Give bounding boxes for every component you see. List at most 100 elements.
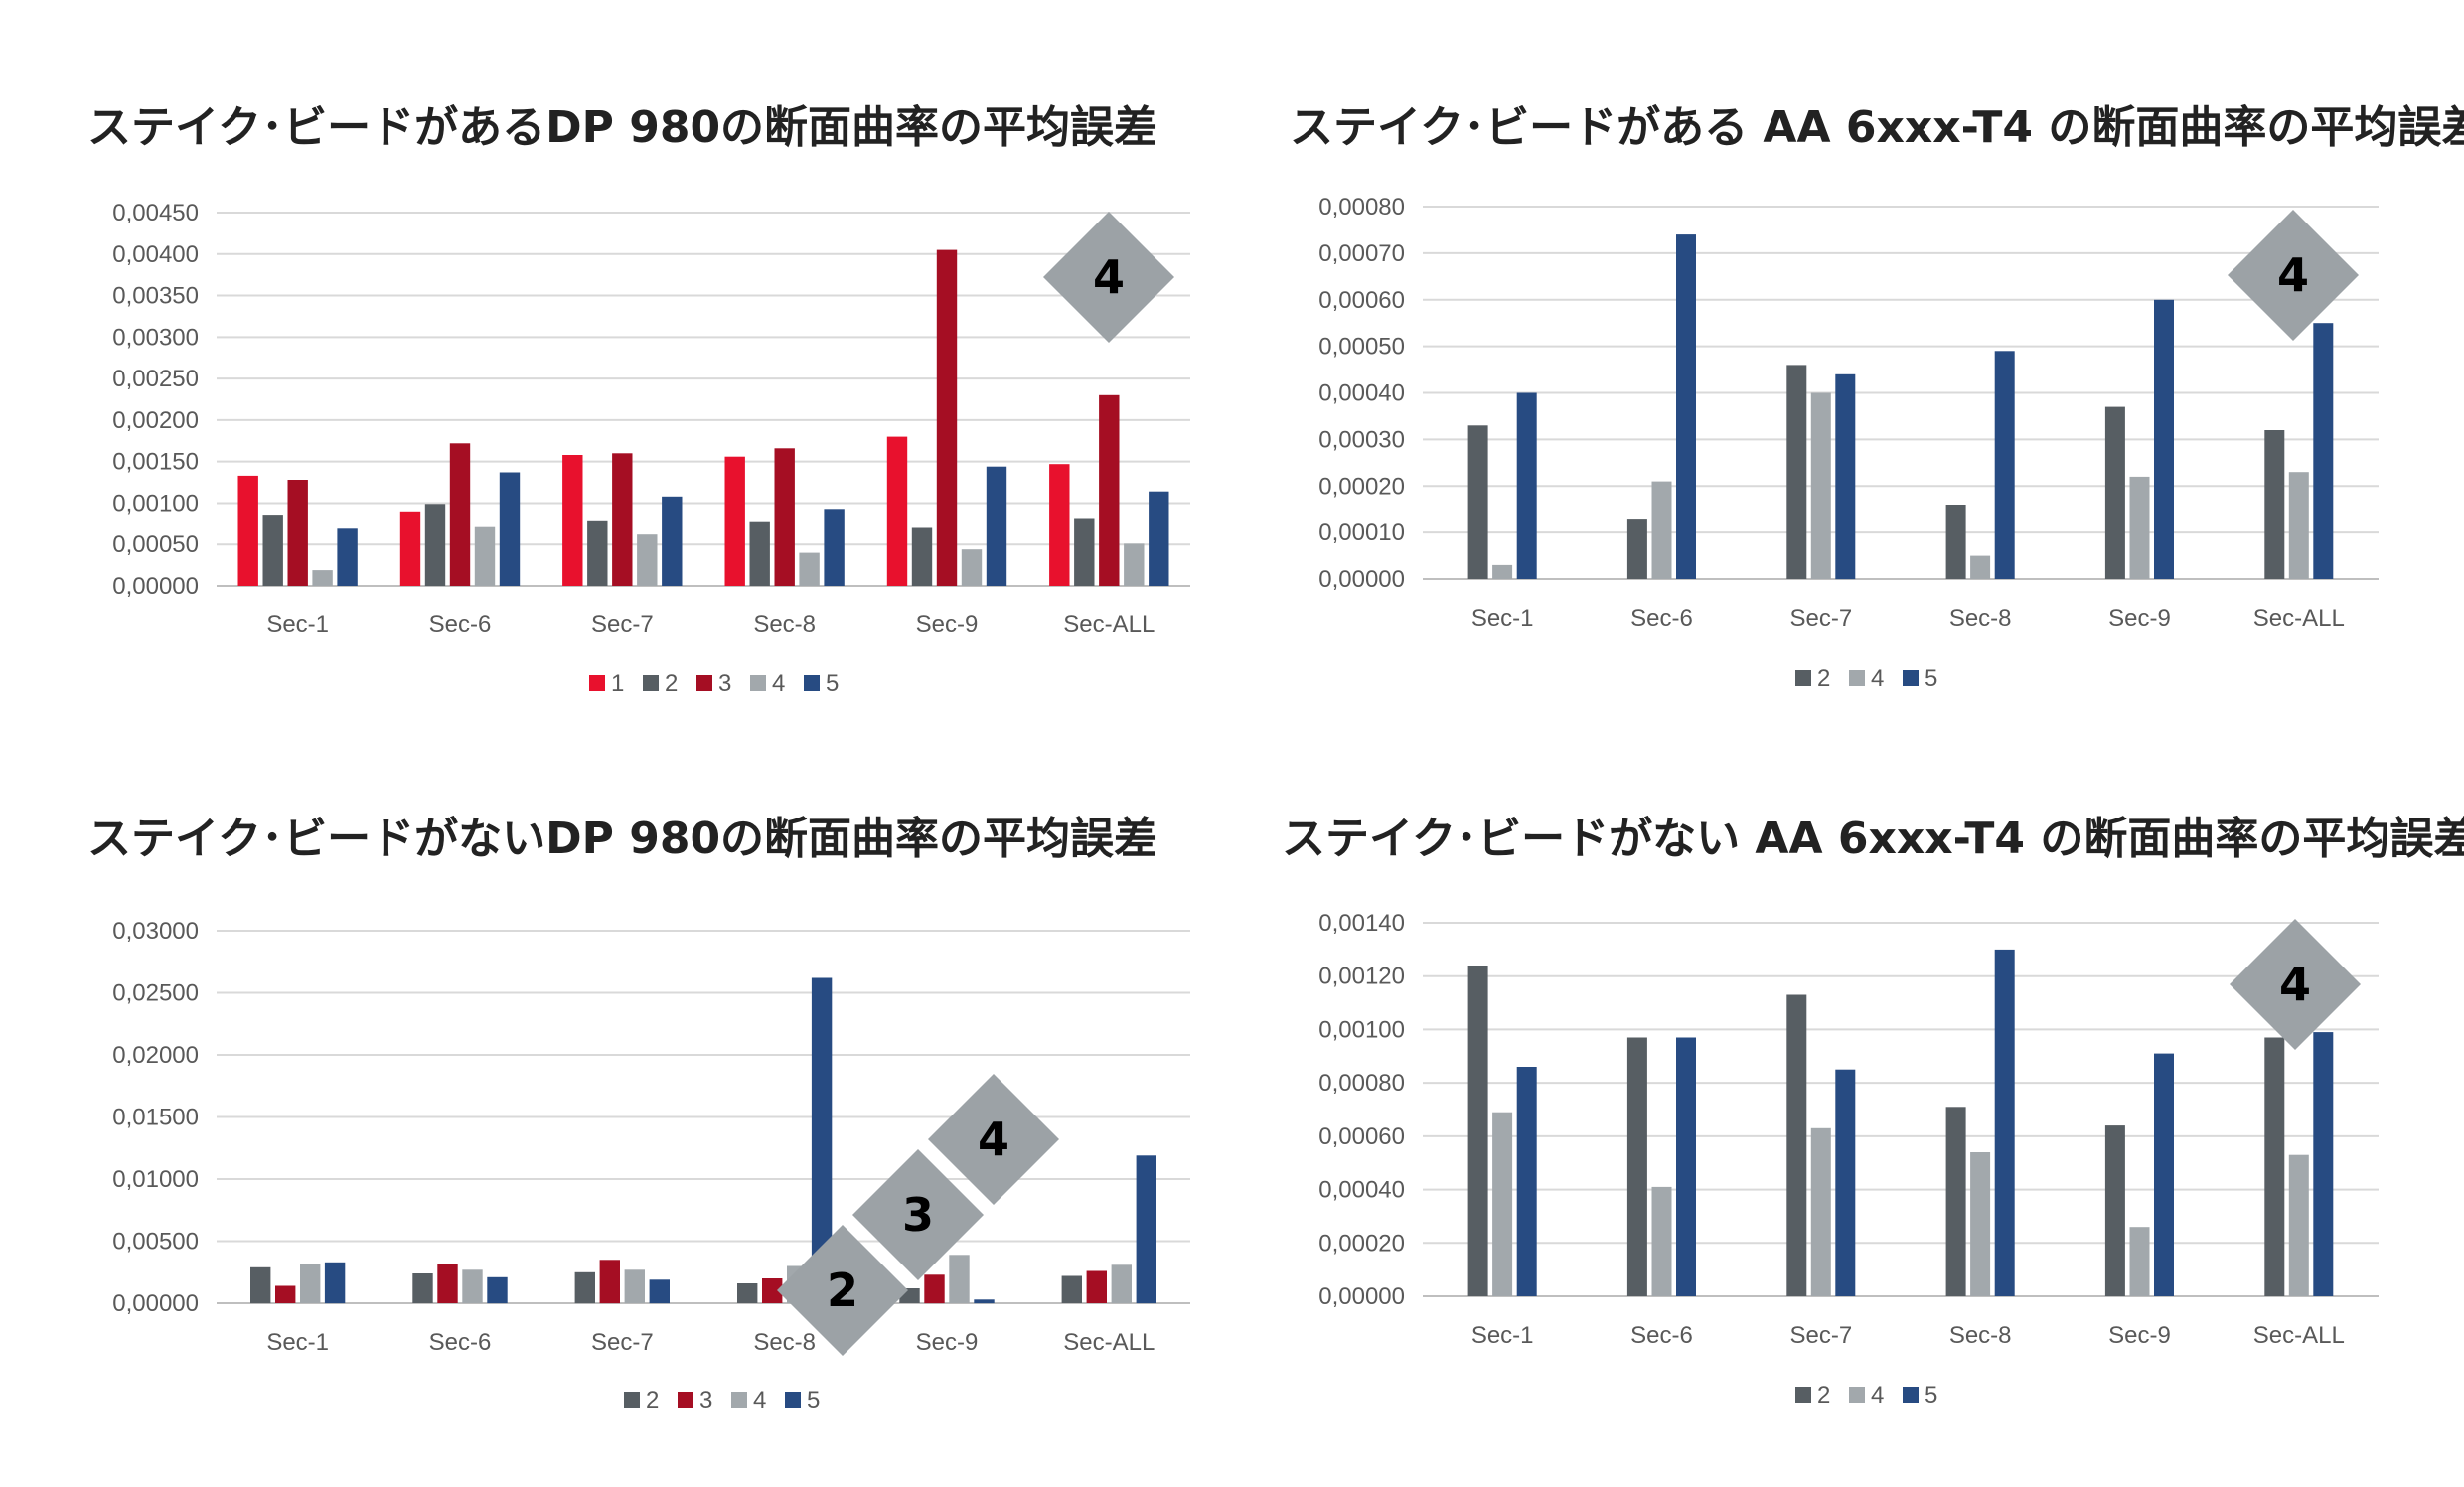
bar-series-4-sec-all bbox=[1111, 1264, 1132, 1304]
y-tick-label: 0,00020 bbox=[1318, 1230, 1405, 1257]
legend-label-1: 1 bbox=[611, 670, 624, 697]
bar-series-3-sec-1 bbox=[275, 1285, 296, 1303]
badge-label-2: 2 bbox=[827, 1264, 858, 1317]
bar-series-3-sec-8 bbox=[774, 448, 795, 586]
bar-series-2-sec-all bbox=[2264, 1037, 2285, 1296]
y-tick-label: 0,00080 bbox=[1318, 1070, 1405, 1097]
legend-label-4: 4 bbox=[772, 670, 785, 697]
y-tick-label: 0,00000 bbox=[1318, 566, 1405, 593]
legend-swatch-2 bbox=[643, 675, 659, 691]
bar-series-1-sec-9 bbox=[886, 436, 908, 586]
bar-chart-4: 0,00000 0,00020 0,00040 0,00060 0,00080 0,001… bbox=[1318, 910, 2379, 1409]
bar-series-5-sec-6 bbox=[1676, 234, 1696, 579]
legend-swatch-5 bbox=[1903, 1387, 1919, 1403]
bar-series-3-sec-8 bbox=[762, 1278, 783, 1303]
bar-series-2-sec-1 bbox=[250, 1266, 271, 1304]
badge-label-4: 4 bbox=[2279, 958, 2311, 1011]
y-tick-label: 0,00140 bbox=[1318, 910, 1405, 937]
y-tick-label: 0,00000 bbox=[112, 1290, 199, 1317]
bar-series-5-sec-1 bbox=[1516, 392, 1537, 579]
bar-series-5-sec-6 bbox=[487, 1276, 508, 1304]
bar-series-5-sec-6 bbox=[499, 472, 521, 586]
legend-label-2: 2 bbox=[646, 1387, 659, 1413]
y-tick-label: 0,00450 bbox=[112, 200, 199, 226]
x-tick-label: Sec-8 bbox=[1949, 1322, 2012, 1349]
bar-series-4-sec-6 bbox=[1651, 481, 1672, 579]
y-tick-label: 0,00020 bbox=[1318, 473, 1405, 500]
chart-panel-4: ステイク･ビードがない AA 6xxx-T4 の断面曲率の平均誤差 0,0000… bbox=[1282, 803, 2464, 1438]
bar-series-4-sec-1 bbox=[312, 570, 333, 586]
y-tick-label: 0,00050 bbox=[1318, 334, 1405, 361]
legend-label-3: 3 bbox=[718, 670, 731, 697]
x-tick-label: Sec-6 bbox=[429, 1329, 492, 1356]
legend-swatch-4 bbox=[731, 1392, 747, 1408]
bar-series-4-sec-8 bbox=[799, 552, 820, 586]
y-tick-label: 0,00030 bbox=[1318, 426, 1405, 453]
x-tick-label: Sec-8 bbox=[1949, 605, 2012, 632]
bar-series-5-sec-8 bbox=[811, 977, 833, 1303]
bar-series-4-sec-6 bbox=[1651, 1186, 1672, 1296]
y-tick-label: 0,00060 bbox=[1318, 1123, 1405, 1150]
bar-series-5-sec-7 bbox=[1835, 1069, 1856, 1296]
bar-series-3-sec-9 bbox=[936, 249, 958, 586]
x-tick-label: Sec-ALL bbox=[2253, 1322, 2345, 1349]
bar-series-4-sec-9 bbox=[2129, 476, 2150, 579]
bar-series-4-sec-all bbox=[1124, 543, 1145, 586]
x-tick-label: Sec-1 bbox=[266, 1329, 329, 1356]
x-tick-label: Sec-1 bbox=[266, 611, 329, 638]
bar-series-5-sec-8 bbox=[824, 509, 845, 586]
x-tick-label: Sec-8 bbox=[753, 611, 816, 638]
bar-series-4-sec-9 bbox=[949, 1255, 970, 1304]
y-tick-label: 0,00000 bbox=[112, 573, 199, 600]
badge-diamond-4 bbox=[1043, 212, 1174, 343]
y-tick-label: 0,00150 bbox=[112, 449, 199, 476]
legend-swatch-3 bbox=[696, 675, 712, 691]
y-tick-label: 0,00040 bbox=[1318, 380, 1405, 407]
y-tick-label: 0,00300 bbox=[112, 324, 199, 351]
legend-swatch-5 bbox=[804, 675, 820, 691]
badge-diamond-3 bbox=[852, 1149, 984, 1280]
bar-series-4-sec-7 bbox=[1810, 392, 1831, 579]
chart-panel-3: ステイク･ビードがないDP 980の断面曲率の平均誤差 0,00000 0,005… bbox=[87, 803, 1230, 1438]
bar-series-2-sec-9 bbox=[2104, 406, 2125, 579]
y-tick-label: 0,02000 bbox=[112, 1042, 199, 1069]
chart-title: ステイク･ビードがある AA 6xxx-T4 の断面曲率の平均誤差 bbox=[1290, 102, 2464, 153]
bar-series-2-sec-6 bbox=[412, 1273, 433, 1303]
bar-series-2-sec-6 bbox=[1626, 1037, 1647, 1296]
bar-chart-2: 0,00000 0,00010 0,00020 0,00030 0,00040 0,000… bbox=[1318, 194, 2379, 692]
chart-title: ステイク･ビードがない AA 6xxx-T4 の断面曲率の平均誤差 bbox=[1282, 814, 2464, 864]
bar-series-4-sec-1 bbox=[1492, 564, 1513, 579]
badge-label-3: 3 bbox=[902, 1188, 934, 1242]
bar-series-5-sec-9 bbox=[974, 1299, 995, 1304]
legend-swatch-2 bbox=[624, 1392, 640, 1408]
bar-series-3-sec-7 bbox=[612, 453, 633, 586]
bar-series-2-sec-1 bbox=[262, 515, 283, 586]
legend-swatch-5 bbox=[1903, 670, 1919, 686]
bar-series-5-sec-1 bbox=[324, 1262, 346, 1304]
legend-swatch-5 bbox=[785, 1392, 801, 1408]
bar-series-4-sec-9 bbox=[2129, 1227, 2150, 1296]
x-tick-label: Sec-9 bbox=[916, 1329, 979, 1356]
legend-label-2: 2 bbox=[665, 670, 678, 697]
y-tick-label: 0,00000 bbox=[1318, 1283, 1405, 1310]
bar-series-5-sec-8 bbox=[1994, 351, 2015, 579]
x-tick-label: Sec-ALL bbox=[1063, 611, 1155, 638]
bar-series-4-sec-7 bbox=[637, 534, 658, 586]
y-tick-label: 0,00250 bbox=[112, 366, 199, 392]
bar-series-1-sec-1 bbox=[237, 475, 258, 586]
bar-series-5-sec-all bbox=[2313, 323, 2334, 579]
badge-label-4: 4 bbox=[1093, 250, 1125, 304]
bar-series-5-sec-all bbox=[1149, 491, 1169, 586]
x-tick-label: Sec-7 bbox=[1789, 1322, 1852, 1349]
y-tick-label: 0,00120 bbox=[1318, 964, 1405, 990]
x-tick-label: Sec-ALL bbox=[2253, 605, 2345, 632]
badge-label-4: 4 bbox=[2277, 248, 2309, 302]
bar-series-2-sec-6 bbox=[1626, 519, 1647, 579]
y-tick-label: 0,00070 bbox=[1318, 240, 1405, 267]
bar-series-4-sec-7 bbox=[1810, 1127, 1831, 1296]
y-tick-label: 0,00200 bbox=[112, 407, 199, 434]
chart-panel-2: ステイク･ビードがある AA 6xxx-T4 の断面曲率の平均誤差 0,0000… bbox=[1290, 91, 2464, 727]
x-tick-label: Sec-9 bbox=[2108, 605, 2171, 632]
bar-series-1-sec-all bbox=[1049, 464, 1070, 586]
y-tick-label: 0,00060 bbox=[1318, 287, 1405, 314]
